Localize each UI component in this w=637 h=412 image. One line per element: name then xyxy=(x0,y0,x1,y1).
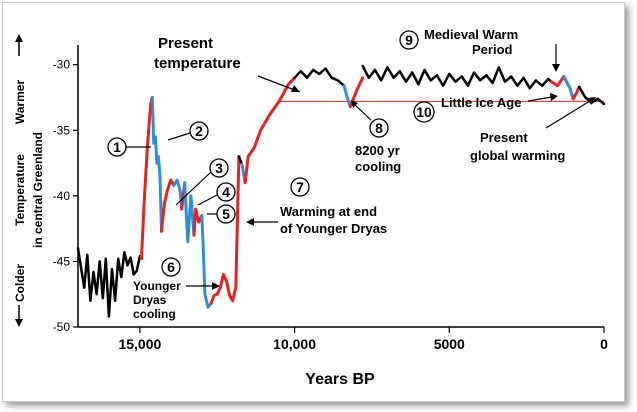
y-axis-title-line1: Temperature xyxy=(13,154,27,226)
annotation-8-arrowhead xyxy=(351,100,358,108)
y-tick-label: -50 xyxy=(53,320,71,334)
annotation-6-circle xyxy=(161,257,181,277)
annotation-6-line1: Younger xyxy=(133,279,181,293)
series-segment-neutral xyxy=(293,67,346,87)
warmer-label: Warmer xyxy=(13,80,27,125)
annotation-7: 7 Warming at end of Younger Dryas xyxy=(246,177,387,236)
series-segment-warming xyxy=(243,76,297,185)
present-global-warming-line2: global warming xyxy=(470,148,565,163)
annotation-9: 9 Medieval Warm Period xyxy=(399,27,560,72)
annotation-9-line2: Period xyxy=(472,42,513,57)
annotation-9-number: 9 xyxy=(405,32,413,48)
series-segment-cooling xyxy=(562,75,575,101)
present-temperature-label-line2: temperature xyxy=(154,55,241,72)
annotation-6-number: 6 xyxy=(167,259,175,275)
y-tick-label: -40 xyxy=(53,189,71,203)
annotation-4: 4 xyxy=(197,182,236,206)
annotation-present-temperature: Present temperature xyxy=(154,35,301,93)
series-segment-cooling xyxy=(172,178,184,211)
annotation-5-number: 5 xyxy=(222,206,230,222)
warmer-arrow-icon xyxy=(15,34,23,56)
annotation-9-arrowhead xyxy=(552,64,560,72)
annotation-7-circle xyxy=(290,177,310,197)
annotation-2-pointer xyxy=(167,132,191,141)
annotation-4-number: 4 xyxy=(222,184,230,200)
x-tick-label: 10,000 xyxy=(273,336,316,352)
annotation-7-line1: Warming at end xyxy=(280,204,377,219)
annotation-7-line2: of Younger Dryas xyxy=(280,221,387,236)
annotation-7-arrowhead xyxy=(246,218,254,226)
annotation-3-circle xyxy=(209,158,229,178)
y-ticks: -30 -35 -40 -45 -50 xyxy=(53,58,78,334)
annotation-4-circle xyxy=(216,182,236,202)
annotation-10-number: 10 xyxy=(416,104,432,120)
series-segment-neutral xyxy=(361,64,553,90)
annotation-10-pointer xyxy=(527,96,553,102)
annotation-8-number: 8 xyxy=(375,120,383,136)
annotation-4-pointer xyxy=(197,194,218,206)
present-global-warming-line1: Present xyxy=(480,130,528,145)
series-segment-warming xyxy=(192,207,204,237)
y-tick-label: -30 xyxy=(53,58,71,72)
series-segment-neutral xyxy=(76,247,143,318)
annotation-8-circle xyxy=(369,118,389,138)
y-tick-label: -35 xyxy=(53,123,71,137)
x-tick-label: 5000 xyxy=(434,336,465,352)
annotation-6-line2: Dryas xyxy=(133,293,167,307)
annotation-3-pointer xyxy=(175,171,212,206)
series-lines xyxy=(76,64,606,318)
y-axis-title-line2: in central Greenland xyxy=(31,132,45,248)
series-segment-warming xyxy=(160,178,176,233)
annotation-present-global-warming: Present global warming xyxy=(470,97,596,163)
annotation-2-circle xyxy=(189,121,209,141)
annotation-10-arrowhead xyxy=(550,93,558,101)
series-segment-cooling xyxy=(150,96,163,233)
annotation-9-line1: Medieval Warm xyxy=(424,27,518,42)
series-segment-warming xyxy=(571,85,581,101)
annotation-6-line3: cooling xyxy=(133,307,176,321)
annotation-7-number: 7 xyxy=(296,179,304,195)
x-tick-label: 0 xyxy=(600,336,608,352)
series-segment-cooling xyxy=(342,84,352,109)
annotation-2: 2 xyxy=(167,121,209,141)
present-temperature-arrowhead xyxy=(291,85,300,92)
present-temperature-label-line1: Present xyxy=(158,35,213,52)
annotation-5: 5 xyxy=(207,204,236,224)
x-ticks: 15,000 10,000 5000 0 xyxy=(118,327,608,352)
annotation-8-pointer xyxy=(353,103,372,121)
annotation-8-line1: 8200 yr xyxy=(355,143,400,158)
annotation-8: 8 8200 yr cooling xyxy=(351,100,401,174)
x-axis-title: Years BP xyxy=(305,371,375,388)
series-segment-warming xyxy=(209,155,241,305)
annotation-6-arrowhead xyxy=(212,282,220,290)
axes xyxy=(77,45,604,328)
chart-frame xyxy=(2,2,625,402)
annotation-2-number: 2 xyxy=(195,123,203,139)
annotation-3: 3 xyxy=(175,158,229,206)
annotation-10-circle xyxy=(413,101,435,123)
annotation-1-number: 1 xyxy=(113,139,121,155)
y-tick-label: -45 xyxy=(53,254,71,268)
series-segment-cooling xyxy=(200,214,213,309)
present-global-warming-pointer xyxy=(545,100,591,129)
series-segment-warming xyxy=(139,96,154,261)
annotation-9-circle xyxy=(399,30,419,50)
annotation-10-line1: Little Ice Age xyxy=(441,95,521,110)
colder-label: Colder xyxy=(13,264,27,302)
annotation-8-line2: cooling xyxy=(355,159,401,174)
series-segment-warming xyxy=(549,75,566,88)
annotation-10: 10 Little Ice Age xyxy=(413,93,558,123)
colder-arrow-icon xyxy=(15,305,23,327)
x-tick-label: 15,000 xyxy=(118,336,161,352)
series-segment-cooling xyxy=(183,181,196,244)
present-global-warming-arrowhead xyxy=(587,97,596,105)
annotation-3-number: 3 xyxy=(215,160,223,176)
annotation-6: 6 Younger Dryas cooling xyxy=(133,257,220,321)
annotation-1: 1 xyxy=(107,137,151,157)
